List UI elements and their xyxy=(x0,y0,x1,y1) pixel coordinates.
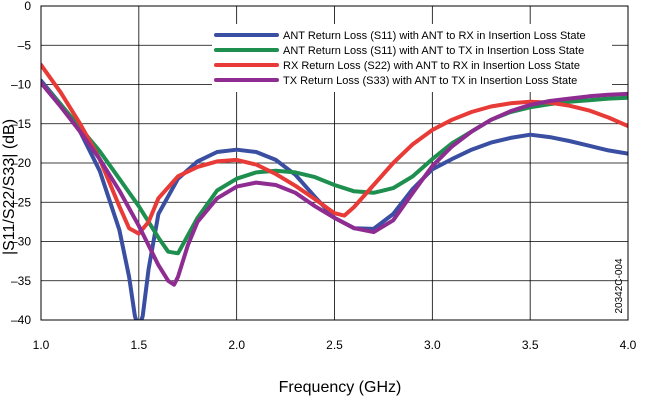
legend-label: ANT Return Loss (S11) with ANT to RX in … xyxy=(283,30,586,42)
x-tick-label: 3.0 xyxy=(424,338,441,352)
series-line-1 xyxy=(41,78,628,320)
x-tick-labels: 1.0 1.5 2.0 2.5 3.0 3.5 4.0 xyxy=(33,338,637,352)
figure-id: 20342C-004 xyxy=(614,258,625,313)
x-tick-label: 1.5 xyxy=(130,338,147,352)
x-tick-label: 2.5 xyxy=(326,338,343,352)
legend: ANT Return Loss (S11) with ANT to RX in … xyxy=(212,24,612,92)
legend-label: TX Return Loss (S33) with ANT to TX in I… xyxy=(283,75,577,87)
x-tick-label: 2.0 xyxy=(228,338,245,352)
y-tick-label: –15 xyxy=(11,117,31,131)
y-tick-label: –30 xyxy=(11,235,31,249)
y-tick-label: 0 xyxy=(24,0,31,13)
y-tick-label: –25 xyxy=(11,195,31,209)
y-tick-label: –5 xyxy=(18,38,32,52)
y-axis-title: |S11/S22/S33| (dB) xyxy=(1,119,18,255)
series-lines xyxy=(41,62,628,320)
series-line-3 xyxy=(41,62,628,236)
y-tick-label: –40 xyxy=(11,313,31,327)
y-tick-label: –20 xyxy=(11,156,31,170)
x-tick-label: 3.5 xyxy=(522,338,539,352)
x-tick-label: 4.0 xyxy=(620,338,637,352)
y-tick-labels: 0 –5 –10 –15 –20 –25 –30 –35 –40 xyxy=(11,0,31,327)
x-axis-title: Frequency (GHz) xyxy=(279,379,402,396)
series-line-2 xyxy=(41,80,628,256)
y-tick-label: –10 xyxy=(11,78,31,92)
y-tick-label: –35 xyxy=(11,274,31,288)
legend-label: ANT Return Loss (S11) with ANT to TX in … xyxy=(283,45,584,57)
x-tick-label: 1.0 xyxy=(33,338,50,352)
series-line-4 xyxy=(41,80,628,287)
legend-label: RX Return Loss (S22) with ANT to RX in I… xyxy=(283,60,580,72)
plot-frame xyxy=(40,5,629,321)
